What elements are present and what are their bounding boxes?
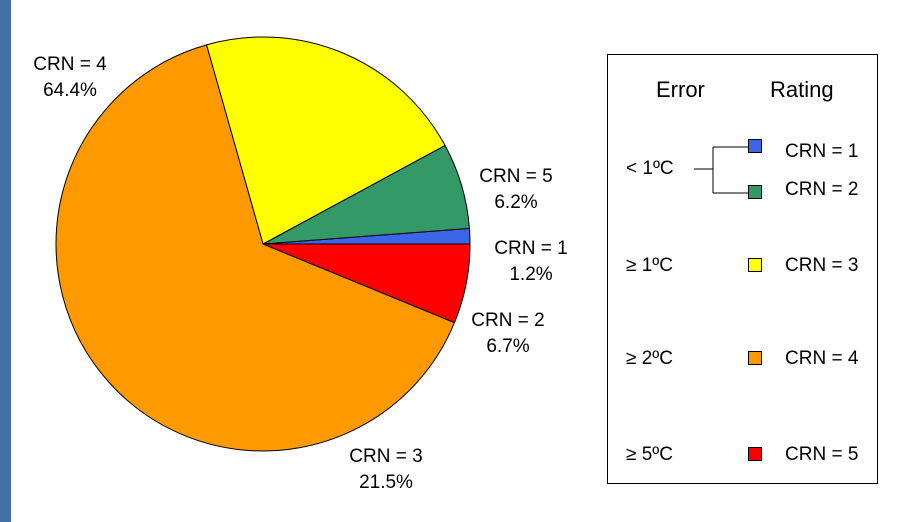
pie-chart: CRN = 1 1.2% CRN = 2 6.7% CRN = 3 21.5% CRN = …: [33, 36, 568, 493]
slice-value-2: 6.7%: [486, 336, 529, 357]
slice-label-1: CRN = 1: [494, 238, 567, 259]
slice-label-5: CRN = 5: [479, 166, 552, 187]
legend-bracket: [694, 146, 748, 194]
legend-rating-crn4: CRN = 4: [785, 348, 859, 369]
legend-error-ge5: ≥ 5ºC: [626, 444, 673, 465]
legend-swatch-crn3: [748, 258, 762, 272]
pie-labels: CRN = 1 1.2% CRN = 2 6.7% CRN = 3 21.5% CRN = …: [33, 54, 567, 493]
slice-value-4: 64.4%: [43, 80, 97, 101]
legend-swatch-crn5: [748, 447, 762, 461]
legend-rating-crn3: CRN = 3: [785, 255, 859, 276]
legend-swatch-crn4: [748, 351, 762, 365]
legend-error-lt1: < 1ºC: [626, 158, 674, 179]
pie-slice-crn3: [205, 36, 446, 245]
legend-rating-crn5: CRN = 5: [785, 444, 859, 465]
slice-value-5: 6.2%: [494, 192, 537, 213]
legend-swatch-crn1: [748, 139, 762, 153]
legend-error-ge2: ≥ 2ºC: [626, 348, 673, 369]
legend-header-error: Error: [656, 77, 705, 102]
pie-slices: [55, 36, 471, 452]
legend-header-rating: Rating: [770, 77, 834, 102]
slice-value-3: 21.5%: [359, 472, 413, 493]
slice-label-3: CRN = 3: [349, 446, 422, 467]
legend-rating-crn1: CRN = 1: [785, 141, 859, 162]
slice-label-4: CRN = 4: [33, 54, 107, 75]
legend-rating-crn2: CRN = 2: [785, 179, 859, 200]
left-edge-bar: [0, 0, 11, 522]
pie-slice-crn4: [55, 44, 456, 452]
legend-error-ge1: ≥ 1ºC: [626, 255, 673, 276]
legend: Error Rating < 1ºC CRN = 1 CRN = 2 ≥ 1ºC…: [607, 54, 878, 484]
legend-swatch-crn2: [748, 185, 762, 199]
slice-label-2: CRN = 2: [471, 310, 544, 331]
slice-value-1: 1.2%: [509, 264, 552, 285]
pie-slice-crn5: [262, 243, 471, 324]
